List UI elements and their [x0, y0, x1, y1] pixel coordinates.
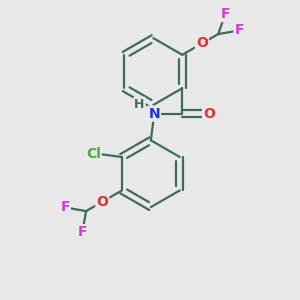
Text: N: N [148, 106, 160, 121]
Text: O: O [196, 37, 208, 50]
Text: F: F [78, 225, 87, 239]
Text: F: F [221, 7, 230, 21]
Text: Cl: Cl [86, 147, 101, 161]
Text: O: O [203, 106, 215, 121]
Text: F: F [234, 23, 244, 38]
Text: F: F [60, 200, 70, 214]
Text: H: H [134, 98, 145, 111]
Text: O: O [96, 195, 108, 209]
